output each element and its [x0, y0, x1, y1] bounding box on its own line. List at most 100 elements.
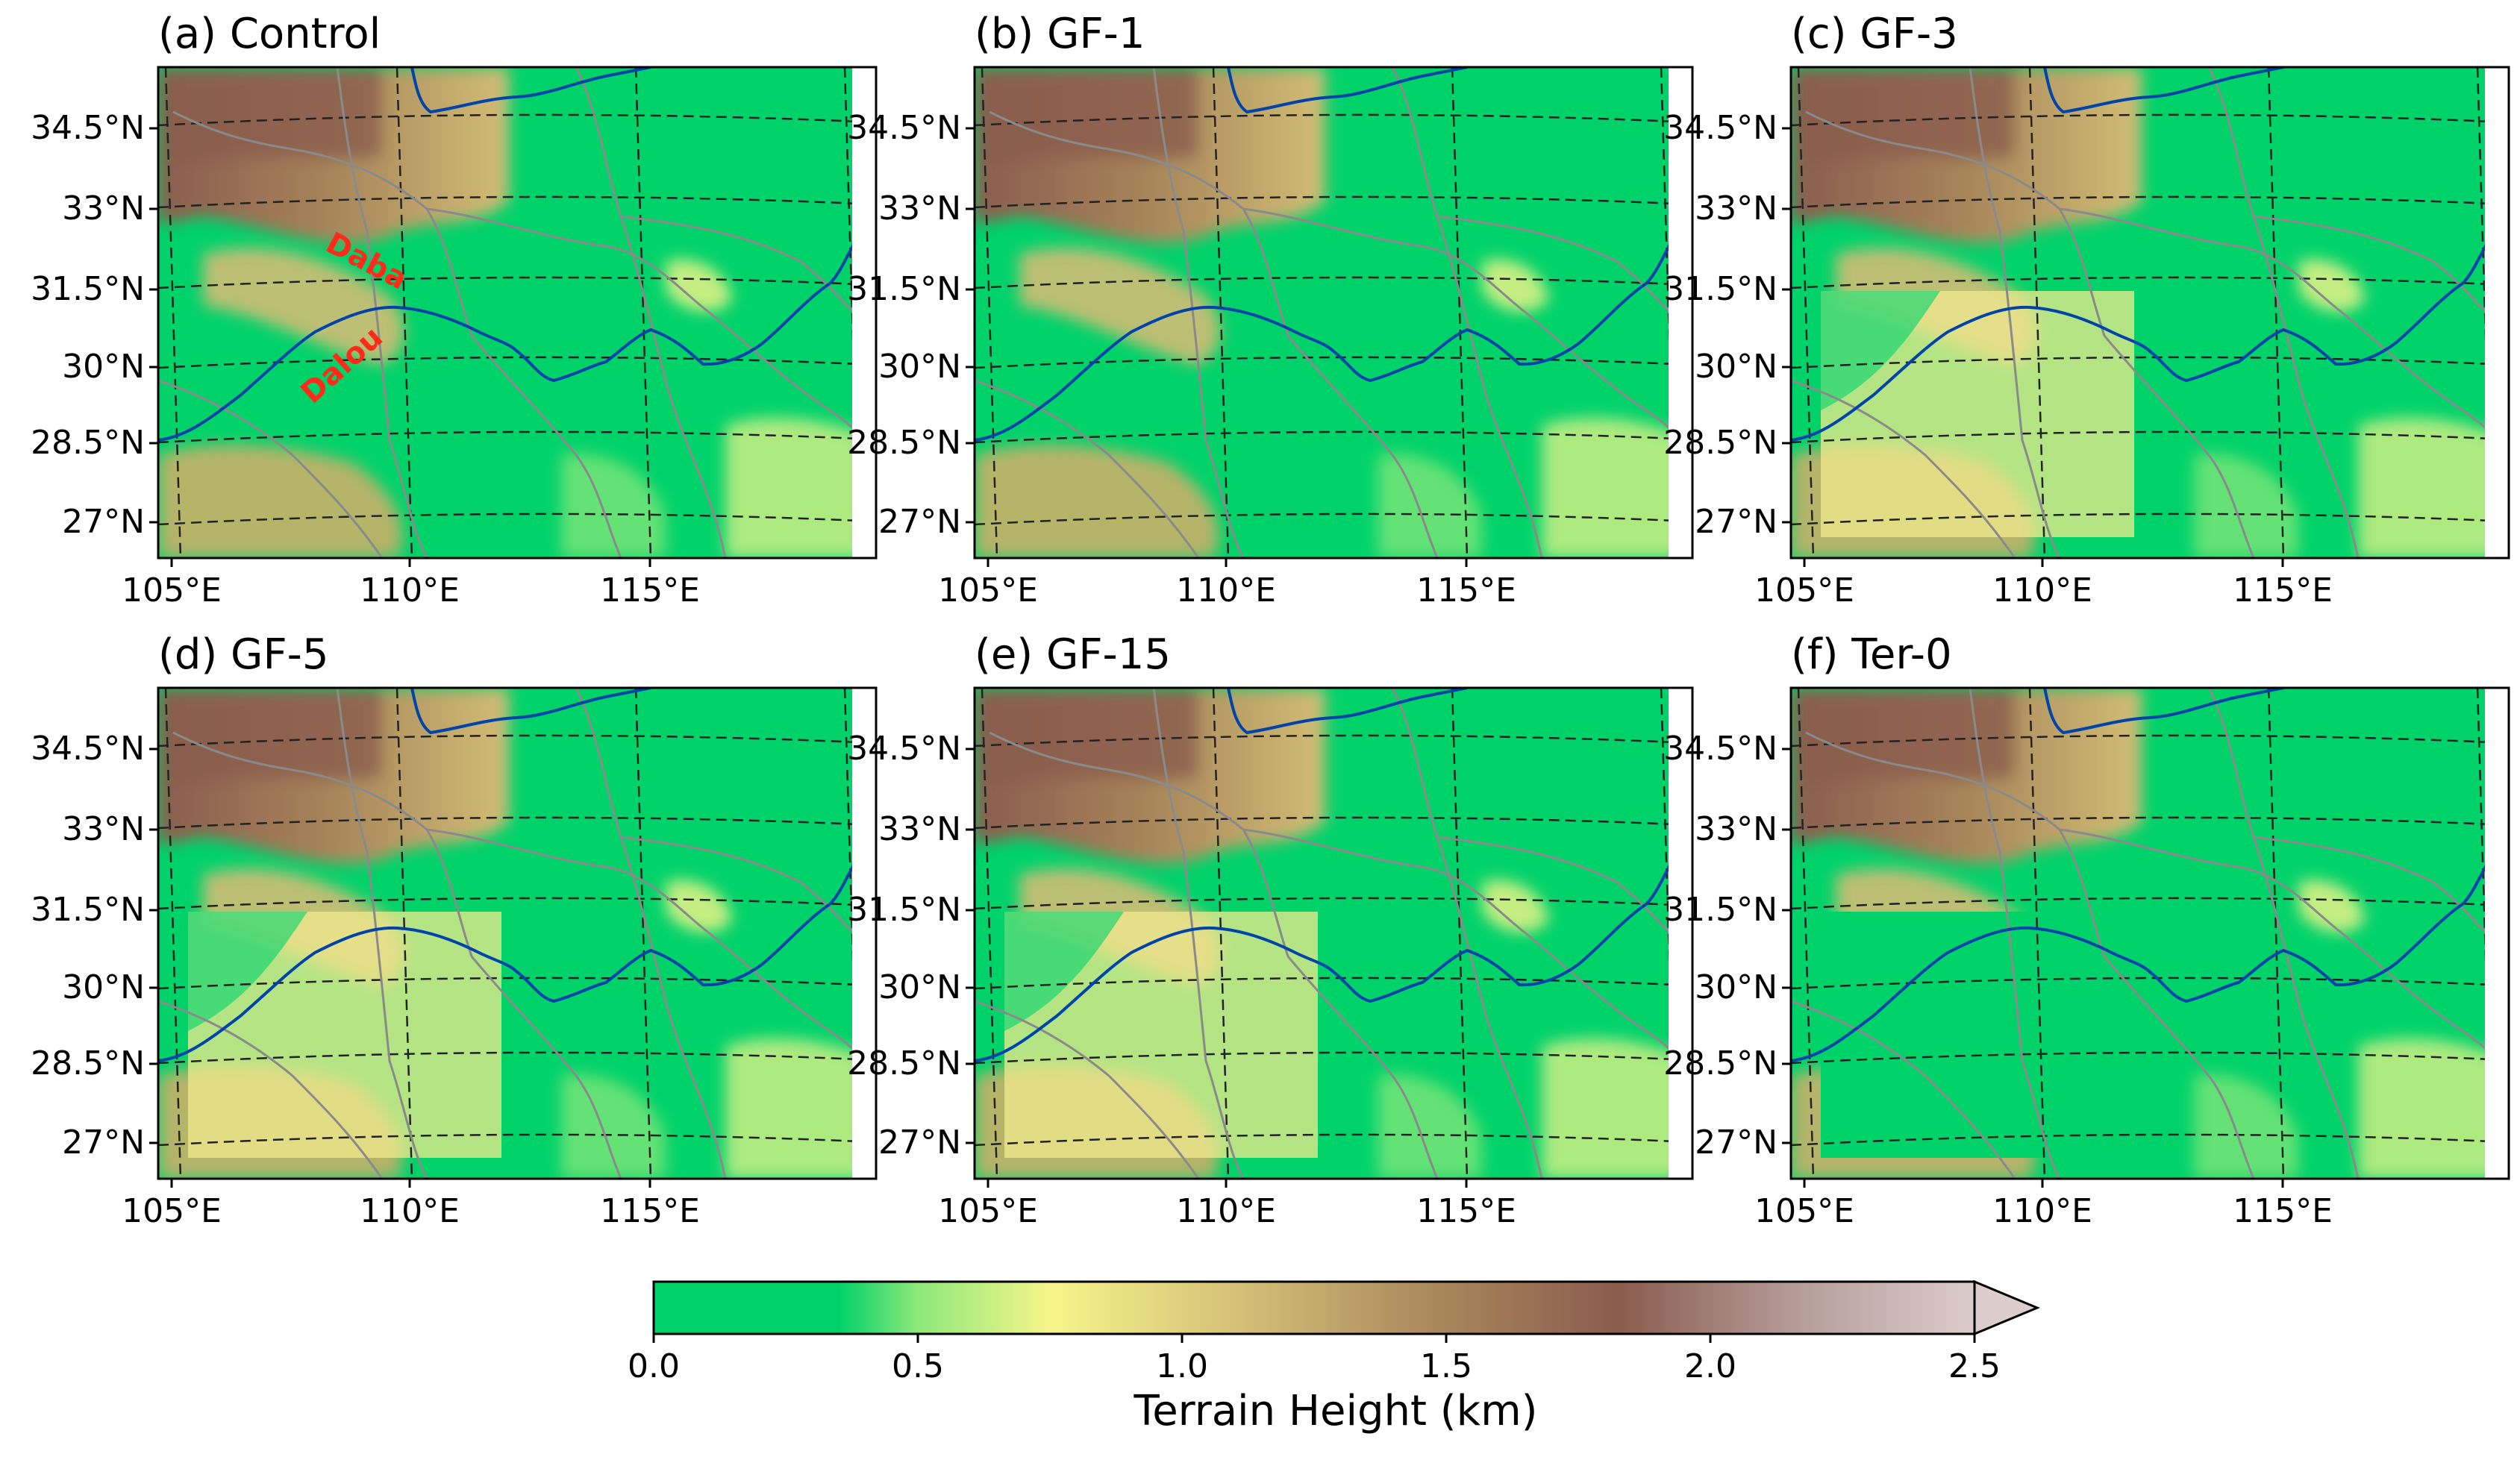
lat-tick-label: 34.5°N — [31, 730, 145, 768]
province-borders — [975, 688, 1692, 1179]
lat-tick-label: 28.5°N — [847, 424, 961, 462]
axis-ticks — [149, 748, 651, 1188]
terrain-relief — [975, 67, 1692, 558]
lat-tick-label: 33°N — [1695, 189, 1778, 228]
graticule — [975, 688, 1692, 1179]
modified-terrain-region — [1821, 291, 2134, 537]
lat-tick-label: 30°N — [1695, 968, 1778, 1006]
yangtze-river — [158, 226, 876, 442]
province-borders — [1791, 67, 2509, 558]
graticule — [1791, 67, 2509, 558]
lat-tick-label: 27°N — [1695, 503, 1778, 541]
axis-ticks — [149, 127, 651, 567]
domain-edge — [2485, 688, 2509, 1179]
modified-terrain-region — [1004, 912, 1318, 1158]
lon-tick-label: 110°E — [1176, 1192, 1276, 1230]
terrain-relief — [158, 67, 876, 558]
axis-ticks — [966, 748, 1468, 1188]
graticule — [1791, 688, 2509, 1179]
lat-tick-label: 27°N — [878, 1124, 961, 1162]
lat-tick-label: 30°N — [878, 968, 961, 1006]
lon-tick-label: 115°E — [600, 1192, 700, 1230]
lat-tick-label: 33°N — [62, 189, 145, 228]
lat-tick-label: 30°N — [62, 348, 145, 386]
map-panel-control — [149, 66, 878, 567]
modified-terrain-region — [188, 912, 501, 1158]
lon-tick-label: 115°E — [2233, 571, 2333, 610]
lat-tick-label: 27°N — [62, 1124, 145, 1162]
lat-tick-label: 30°N — [1695, 348, 1778, 386]
lon-tick-label: 115°E — [2233, 1192, 2333, 1230]
lat-tick-label: 28.5°N — [1663, 1044, 1778, 1082]
map-panel-gf15 — [966, 686, 1694, 1188]
panel-title-gf15: (e) GF-15 — [975, 630, 1172, 679]
lat-tick-label: 27°N — [1695, 1124, 1778, 1162]
axis-ticks — [1782, 748, 2284, 1188]
domain-edge — [1669, 67, 1692, 558]
colorbar-tick-label: 0.5 — [892, 1347, 944, 1385]
colorbar-tick-label: 1.0 — [1156, 1347, 1208, 1385]
lon-tick-label: 110°E — [360, 1192, 460, 1230]
map-panel-gf1 — [966, 66, 1694, 567]
panel-title-gf3: (c) GF-3 — [1791, 10, 1958, 58]
yellow-river — [410, 688, 651, 735]
colorbar-tick-label: 2.0 — [1684, 1347, 1736, 1385]
lat-tick-label: 28.5°N — [847, 1044, 961, 1082]
panel-title-gf1: (b) GF-1 — [975, 10, 1145, 58]
lat-tick-label: 34.5°N — [847, 109, 961, 147]
lat-tick-label: 34.5°N — [1663, 109, 1778, 147]
lon-tick-label: 110°E — [1992, 571, 2092, 610]
lat-tick-label: 34.5°N — [1663, 730, 1778, 768]
lat-tick-label: 33°N — [878, 189, 961, 228]
lon-tick-label: 110°E — [1992, 1192, 2092, 1230]
yellow-river — [2043, 67, 2284, 114]
map-panel-gf5 — [149, 686, 878, 1188]
lat-tick-label: 31.5°N — [1663, 270, 1778, 308]
lat-tick-label: 33°N — [1695, 810, 1778, 848]
axis-ticks — [966, 127, 1468, 567]
lat-tick-label: 34.5°N — [31, 109, 145, 147]
lon-tick-label: 110°E — [360, 571, 460, 610]
panel-title-control: (a) Control — [158, 10, 381, 58]
lon-tick-label: 105°E — [122, 1192, 222, 1230]
lon-tick-label: 115°E — [600, 571, 700, 610]
yellow-river — [1227, 688, 1468, 735]
lat-tick-label: 30°N — [62, 968, 145, 1006]
lat-tick-label: 28.5°N — [31, 1044, 145, 1082]
lat-tick-label: 28.5°N — [31, 424, 145, 462]
yellow-river — [2043, 688, 2284, 735]
yangtze-river — [975, 847, 1692, 1062]
lon-tick-label: 105°E — [938, 571, 1038, 610]
yellow-river — [1227, 67, 1468, 114]
yangtze-river — [158, 847, 876, 1062]
map-panel-ter0 — [1782, 686, 2510, 1188]
lon-tick-label: 105°E — [1754, 571, 1854, 610]
map-frame — [973, 66, 1694, 560]
yangtze-river — [1791, 226, 2509, 442]
colorbar-tick-label: 1.5 — [1420, 1347, 1472, 1385]
domain-edge — [852, 688, 876, 1179]
axis-ticks — [1782, 127, 2284, 567]
map-panel-gf3 — [1782, 66, 2510, 567]
map-frame — [1789, 686, 2510, 1180]
graticule — [158, 67, 876, 558]
domain-edge — [2485, 67, 2509, 558]
yangtze-river — [975, 226, 1692, 442]
province-borders — [158, 67, 876, 558]
lat-tick-label: 33°N — [62, 810, 145, 848]
colorbar-label: Terrain Height (km) — [1134, 1387, 1538, 1435]
panel-title-gf5: (d) GF-5 — [158, 630, 329, 679]
lat-tick-label: 33°N — [878, 810, 961, 848]
lon-tick-label: 105°E — [1754, 1192, 1854, 1230]
lat-tick-label: 28.5°N — [1663, 424, 1778, 462]
lon-tick-label: 105°E — [122, 571, 222, 610]
yellow-river — [410, 67, 651, 114]
province-borders — [158, 688, 876, 1179]
lat-tick-label: 27°N — [62, 503, 145, 541]
domain-edge — [1669, 688, 1692, 1179]
graticule — [975, 67, 1692, 558]
panel-title-ter0: (f) Ter-0 — [1791, 630, 1952, 679]
province-borders — [1791, 688, 2509, 1179]
modified-terrain-region — [1821, 912, 2134, 1158]
